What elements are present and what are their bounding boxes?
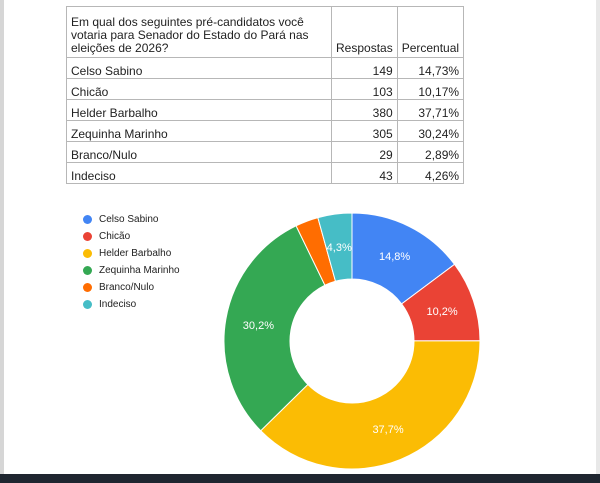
candidate-name: Indeciso [66, 162, 332, 184]
legend-label: Celso Sabino [99, 214, 159, 225]
response-count: 43 [331, 162, 398, 184]
legend-swatch [83, 249, 92, 258]
response-percent: 10,17% [396, 78, 465, 100]
question-header: Em qual dos seguintes pré-candidatos voc… [66, 6, 332, 58]
donut-slice [223, 225, 326, 432]
slice-label: 30,2% [243, 320, 274, 332]
legend-swatch [83, 283, 92, 292]
legend-item: Celso Sabino [83, 211, 180, 228]
legend-label: Branco/Nulo [99, 282, 155, 293]
donut-slice [260, 340, 481, 470]
table-row: Chicão 103 10,17% [66, 78, 465, 100]
taskbar [0, 474, 600, 483]
slice-label: 10,2% [427, 306, 458, 318]
legend-label: Chicão [99, 231, 131, 242]
donut-slice [317, 212, 353, 282]
candidate-name: Branco/Nulo [66, 141, 332, 163]
legend-label: Zequinha Marinho [99, 265, 180, 276]
slice-label: 14,8% [379, 251, 410, 263]
response-percent: 30,24% [396, 120, 465, 142]
slice-label: 37,7% [372, 424, 403, 436]
legend-item: Branco/Nulo [83, 279, 180, 296]
slice-label: 4,3% [327, 242, 352, 254]
candidate-name: Helder Barbalho [66, 99, 332, 121]
results-table: Em qual dos seguintes pré-candidatos voc… [66, 6, 465, 184]
legend-label: Helder Barbalho [99, 248, 172, 259]
legend-item: Indeciso [83, 296, 180, 313]
percentual-header: Percentual [396, 6, 465, 58]
legend-label: Indeciso [99, 299, 137, 310]
legend-item: Zequinha Marinho [83, 262, 180, 279]
legend-item: Chicão [83, 228, 180, 245]
chart-legend: Celso Sabino Chicão Helder Barbalho Zequ… [83, 211, 180, 313]
window-border-right [596, 0, 600, 483]
legend-swatch [83, 215, 92, 224]
respostas-header: Respostas [331, 6, 398, 58]
legend-swatch [83, 232, 92, 241]
table-header-row: Em qual dos seguintes pré-candidatos voc… [66, 6, 465, 58]
legend-item: Helder Barbalho [83, 245, 180, 262]
response-percent: 4,26% [396, 162, 465, 184]
response-count: 305 [331, 120, 398, 142]
table-row: Indeciso 43 4,26% [66, 162, 465, 184]
legend-swatch [83, 266, 92, 275]
window-border-left [0, 0, 4, 483]
legend-swatch [83, 300, 92, 309]
